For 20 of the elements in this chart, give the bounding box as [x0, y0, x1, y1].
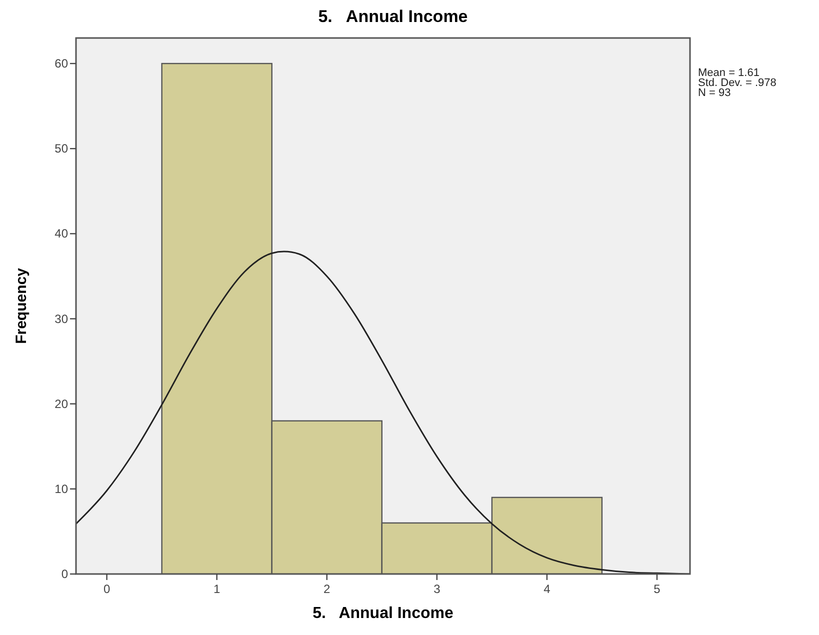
y-axis-title: Frequency — [13, 267, 30, 344]
x-tick-label: 1 — [214, 582, 220, 596]
x-axis-title: 5. Annual Income — [312, 605, 454, 622]
chart-title: 5. Annual Income — [318, 7, 468, 26]
y-tick-label: 60 — [54, 56, 68, 71]
y-tick-label: 0 — [61, 567, 68, 581]
y-tick-label: 30 — [54, 312, 68, 326]
y-tick-label: 50 — [54, 142, 68, 156]
y-tick-label: 40 — [54, 226, 68, 241]
x-tick-label: 2 — [324, 582, 331, 596]
y-tick-label: 20 — [54, 396, 68, 411]
x-tick-label: 0 — [103, 582, 110, 596]
line-series — [76, 250, 690, 574]
text: Mean = 1.61 — [698, 67, 760, 79]
x-tick-label: 5 — [654, 582, 661, 596]
text: N = 93 — [698, 87, 731, 99]
text: Std. Dev. = .978 — [698, 77, 776, 89]
y-tick-label: 10 — [54, 482, 68, 496]
x-tick-label: 4 — [544, 582, 551, 596]
x-tick-label: 3 — [434, 582, 441, 596]
